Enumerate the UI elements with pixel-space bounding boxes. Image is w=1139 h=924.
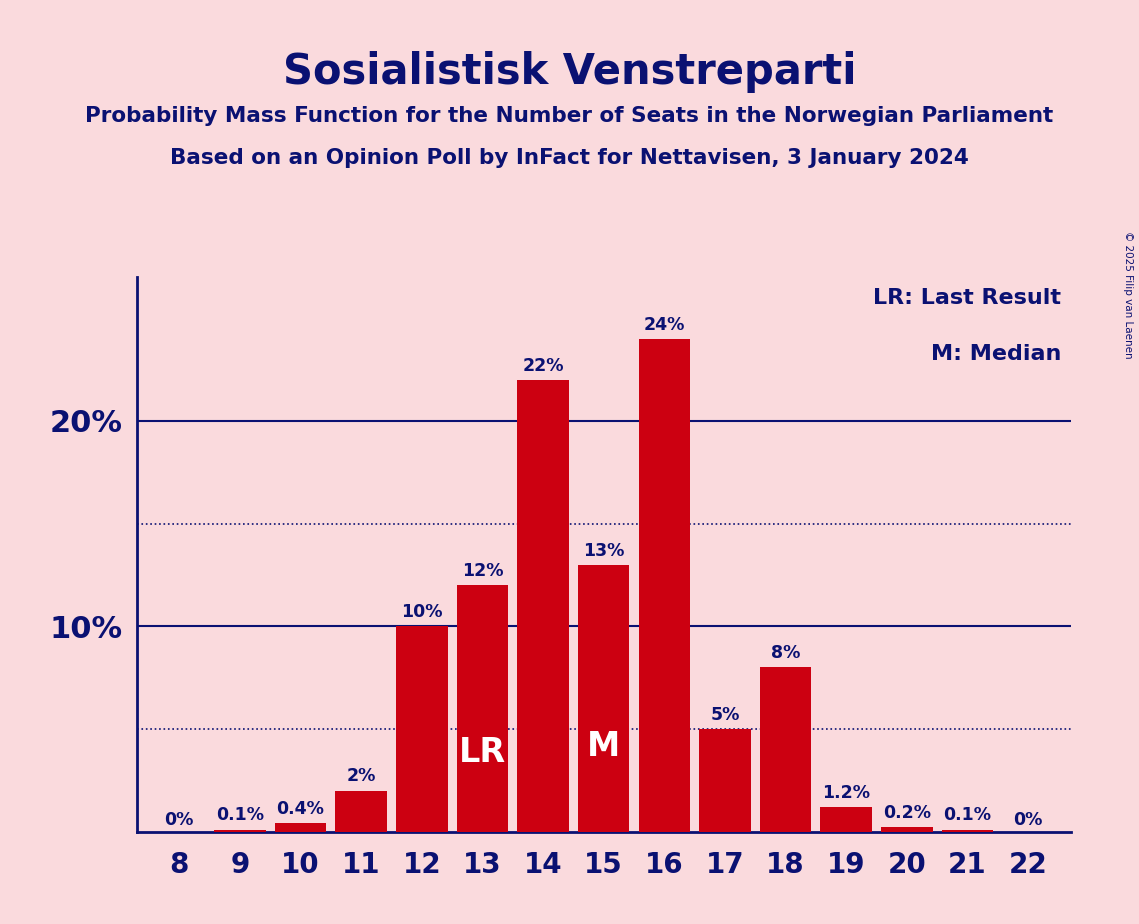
Text: Sosialistisk Venstreparti: Sosialistisk Venstreparti xyxy=(282,51,857,92)
Bar xyxy=(335,791,387,832)
Text: Probability Mass Function for the Number of Seats in the Norwegian Parliament: Probability Mass Function for the Number… xyxy=(85,106,1054,127)
Text: 0%: 0% xyxy=(164,810,194,829)
Text: 5%: 5% xyxy=(711,706,739,723)
Text: 10%: 10% xyxy=(401,603,442,621)
Text: LR: Last Result: LR: Last Result xyxy=(874,288,1062,309)
Text: 13%: 13% xyxy=(583,541,624,560)
Text: LR: LR xyxy=(459,736,506,770)
Bar xyxy=(760,667,811,832)
Text: 1.2%: 1.2% xyxy=(822,784,870,802)
Bar xyxy=(517,380,568,832)
Bar xyxy=(639,339,690,832)
Bar xyxy=(396,626,448,832)
Text: 0.2%: 0.2% xyxy=(883,805,931,822)
Text: 0.4%: 0.4% xyxy=(277,800,325,819)
Text: 2%: 2% xyxy=(346,768,376,785)
Bar xyxy=(820,807,872,832)
Bar xyxy=(699,729,751,832)
Text: 24%: 24% xyxy=(644,316,685,334)
Bar xyxy=(214,830,265,832)
Text: 0.1%: 0.1% xyxy=(943,807,992,824)
Bar xyxy=(577,565,630,832)
Text: M: Median: M: Median xyxy=(931,344,1062,364)
Bar xyxy=(942,830,993,832)
Bar xyxy=(882,828,933,832)
Text: 22%: 22% xyxy=(523,357,564,375)
Text: M: M xyxy=(587,730,621,762)
Text: 12%: 12% xyxy=(461,562,503,580)
Text: 8%: 8% xyxy=(771,644,801,663)
Text: Based on an Opinion Poll by InFact for Nettavisen, 3 January 2024: Based on an Opinion Poll by InFact for N… xyxy=(170,148,969,168)
Text: 0.1%: 0.1% xyxy=(215,807,264,824)
Bar xyxy=(274,823,326,832)
Bar xyxy=(457,585,508,832)
Text: © 2025 Filip van Laenen: © 2025 Filip van Laenen xyxy=(1123,231,1133,359)
Text: 0%: 0% xyxy=(1014,810,1043,829)
